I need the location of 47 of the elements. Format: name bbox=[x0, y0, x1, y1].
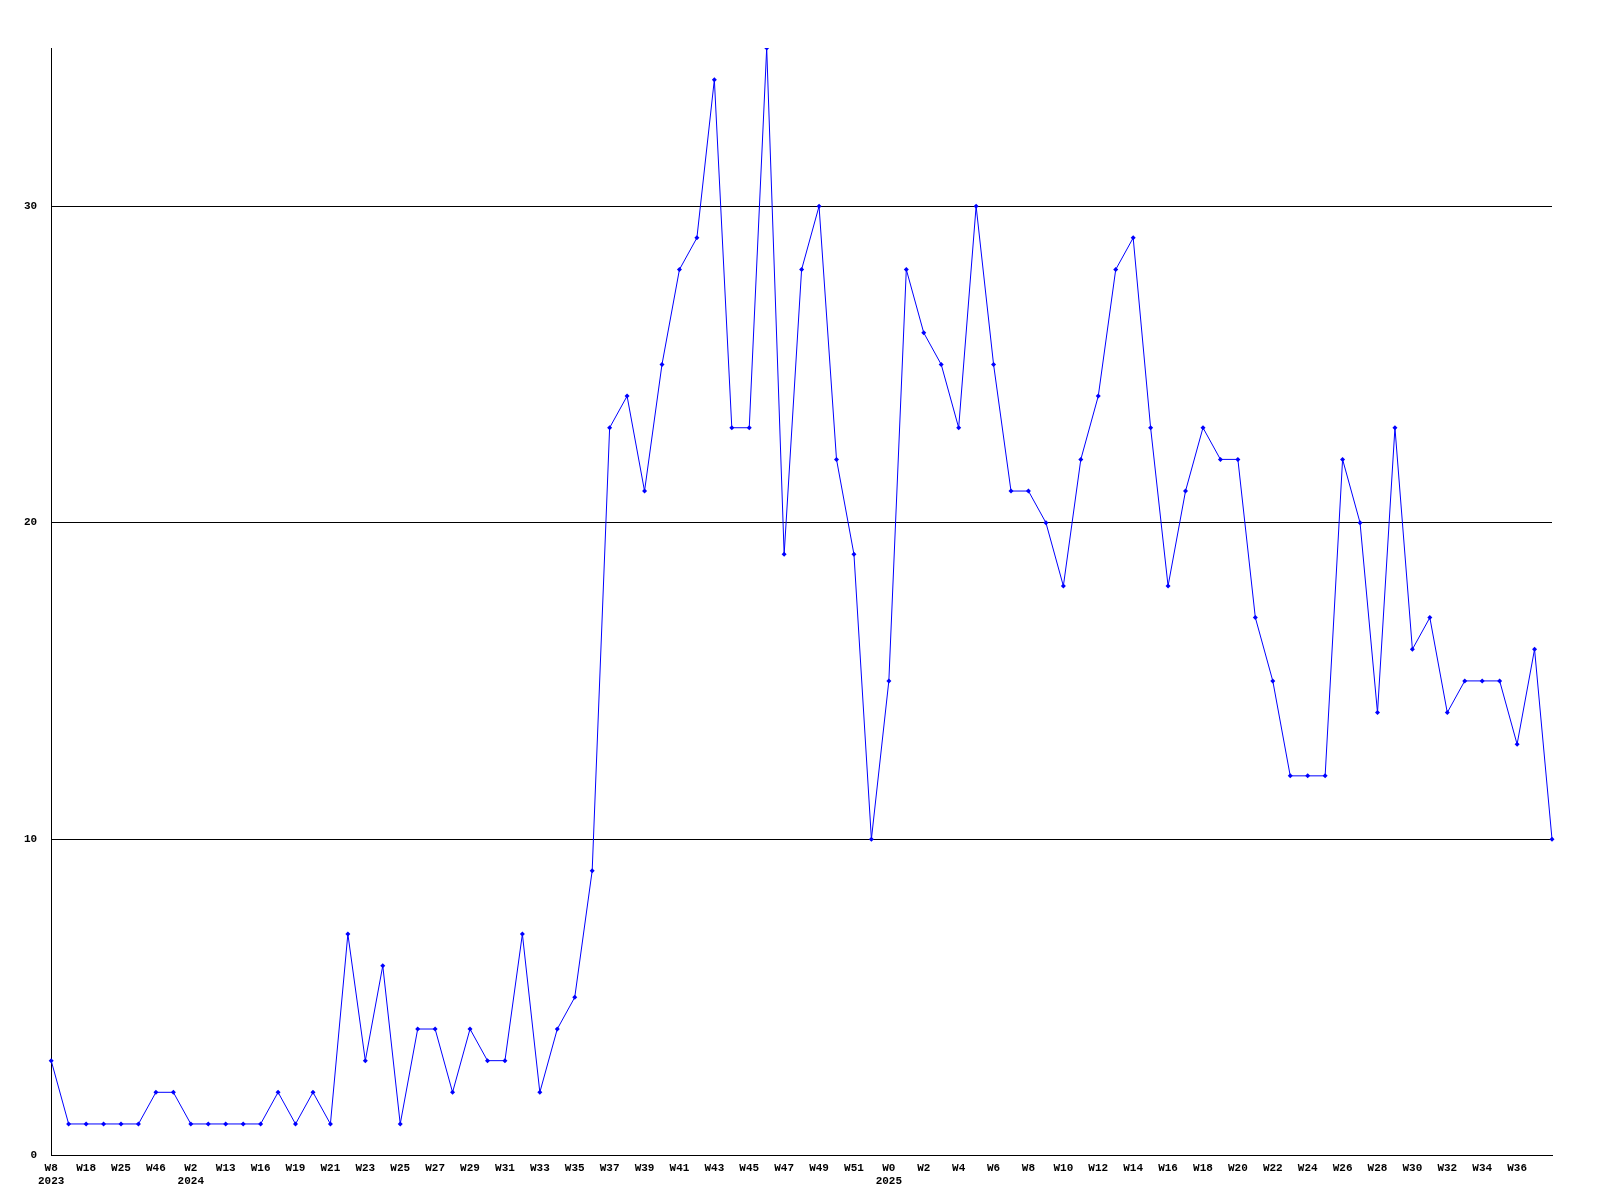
x-tick-label: W27 bbox=[425, 1161, 446, 1174]
x-tick-label: W33 bbox=[529, 1161, 551, 1174]
x-tick-label: W23 bbox=[355, 1161, 376, 1174]
x-tick-label: W8 bbox=[1021, 1161, 1036, 1174]
x-tick-label: W35 bbox=[564, 1161, 586, 1174]
x-tick-label: W28 bbox=[1367, 1161, 1388, 1174]
x-tick-label: W47 bbox=[774, 1161, 795, 1174]
x-tick-label: W24 bbox=[1297, 1161, 1318, 1174]
x-tick-label: W49 bbox=[809, 1161, 829, 1174]
x-tick-label: W32 bbox=[1437, 1161, 1458, 1174]
x-tick-label: W20 bbox=[1227, 1161, 1248, 1174]
x-tick-label: W13 bbox=[215, 1161, 237, 1174]
x-tick-label: W22 bbox=[1262, 1161, 1283, 1174]
y-tick-label: 30 bbox=[24, 199, 38, 212]
x-tick-label: W12 bbox=[1088, 1161, 1109, 1174]
x-tick-label: W29 bbox=[460, 1161, 480, 1174]
x-tick-label: W31 bbox=[495, 1161, 516, 1174]
x-tick-label: W46 bbox=[146, 1161, 166, 1174]
x-tick-label: W45 bbox=[739, 1161, 760, 1174]
x-tick-label: W2 bbox=[917, 1161, 931, 1174]
x-tick-label: W18 bbox=[1193, 1161, 1214, 1174]
x-tick-label: W10 bbox=[1053, 1161, 1074, 1174]
x-tick-label: W8 2023 bbox=[38, 1161, 65, 1188]
x-tick-label: W43 bbox=[704, 1161, 725, 1174]
x-tick-label: W6 bbox=[986, 1161, 1001, 1174]
y-tick-label: 0 bbox=[30, 1149, 38, 1162]
x-tick-label: W25 bbox=[390, 1161, 411, 1174]
x-tick-label: W26 bbox=[1332, 1161, 1353, 1174]
x-tick-label: W30 bbox=[1402, 1161, 1423, 1174]
x-tick-label: W21 bbox=[320, 1161, 341, 1174]
x-tick-label: W4 bbox=[952, 1161, 966, 1174]
x-tick-label: W25 bbox=[111, 1161, 132, 1174]
x-tick-label: W39 bbox=[634, 1161, 655, 1174]
x-tick-label: W16 bbox=[1158, 1161, 1178, 1174]
x-tick-label: W36 bbox=[1507, 1161, 1527, 1174]
x-tick-label: W19 bbox=[285, 1161, 306, 1174]
x-tick-label: W51 bbox=[844, 1161, 865, 1174]
x-tick-label: W37 bbox=[599, 1161, 620, 1174]
x-tick-label: W34 bbox=[1472, 1161, 1493, 1174]
y-tick-label: 20 bbox=[24, 516, 38, 529]
x-tick-label: W16 bbox=[250, 1161, 271, 1174]
x-tick-label: W41 bbox=[669, 1161, 690, 1174]
x-tick-label: W2 2024 bbox=[177, 1161, 205, 1188]
x-tick-label: W14 bbox=[1123, 1161, 1144, 1174]
x-tick-label: W18 bbox=[76, 1161, 97, 1174]
y-tick-label: 10 bbox=[24, 832, 38, 845]
x-tick-label: W0 2025 bbox=[875, 1161, 903, 1188]
